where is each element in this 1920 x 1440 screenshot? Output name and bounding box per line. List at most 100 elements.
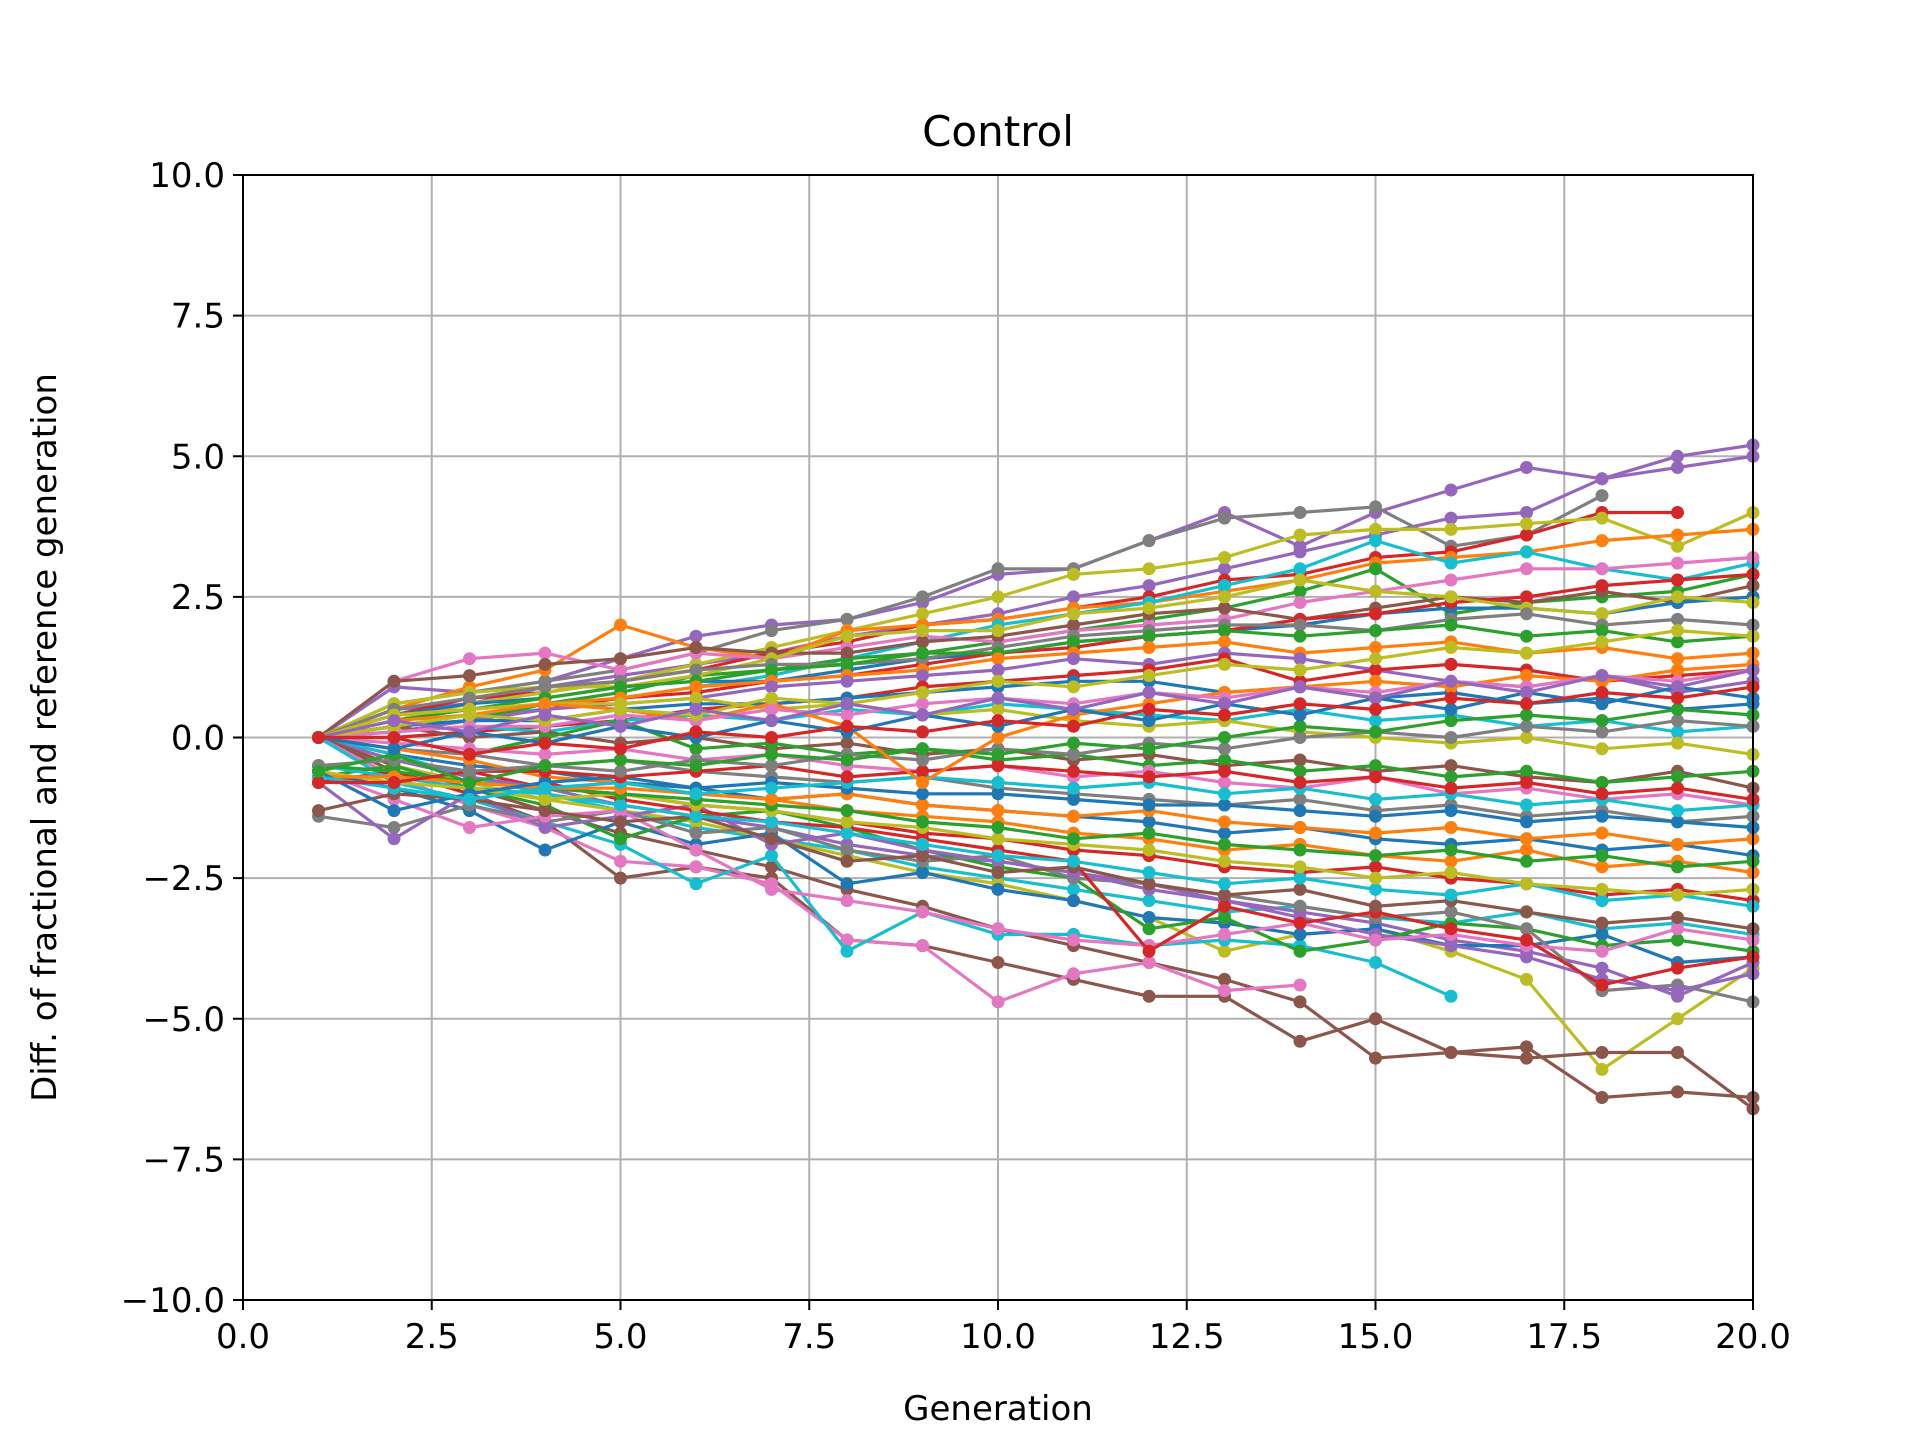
data-point bbox=[689, 680, 703, 694]
y-tick-label: −5.0 bbox=[142, 1000, 225, 1040]
data-point bbox=[991, 804, 1005, 818]
data-point bbox=[765, 714, 778, 728]
data-point bbox=[765, 849, 778, 863]
data-point bbox=[1444, 618, 1458, 632]
series-line bbox=[318, 719, 1754, 785]
data-point bbox=[1067, 882, 1080, 896]
data-point bbox=[1444, 905, 1458, 919]
data-point bbox=[1293, 708, 1307, 722]
data-point bbox=[1444, 590, 1458, 604]
data-point bbox=[1293, 978, 1307, 992]
data-point bbox=[991, 663, 1005, 677]
data-point bbox=[538, 657, 552, 671]
data-point bbox=[1520, 697, 1533, 711]
data-point bbox=[1067, 618, 1080, 632]
data-point bbox=[614, 832, 627, 846]
y-tick-label: 5.0 bbox=[171, 437, 225, 477]
series-line bbox=[317, 584, 1754, 739]
series-line bbox=[318, 769, 1754, 897]
data-point bbox=[1218, 697, 1231, 711]
data-point bbox=[1142, 956, 1156, 969]
data-point bbox=[1595, 916, 1609, 930]
series-line bbox=[317, 769, 1754, 830]
data-point bbox=[1218, 731, 1231, 744]
data-point bbox=[1369, 522, 1382, 536]
data-point bbox=[1293, 995, 1307, 1009]
data-point bbox=[614, 702, 627, 716]
data-point bbox=[916, 697, 929, 711]
data-point bbox=[765, 815, 778, 829]
data-point bbox=[1595, 489, 1609, 503]
data-point bbox=[538, 646, 552, 660]
data-point bbox=[387, 832, 401, 846]
data-point bbox=[1520, 972, 1533, 986]
data-point bbox=[1369, 691, 1382, 705]
data-point bbox=[1671, 984, 1684, 998]
data-point bbox=[312, 764, 325, 778]
data-point bbox=[1293, 916, 1307, 930]
data-point bbox=[1067, 764, 1080, 778]
series-42 bbox=[312, 787, 1760, 936]
data-point bbox=[614, 798, 627, 812]
data-point bbox=[765, 882, 778, 896]
data-point bbox=[1369, 674, 1382, 688]
y-tick-label: −2.5 bbox=[142, 859, 225, 899]
data-point bbox=[991, 759, 1005, 773]
data-point bbox=[1595, 635, 1609, 649]
data-point bbox=[1444, 888, 1458, 902]
data-point bbox=[689, 663, 703, 677]
data-point bbox=[1067, 680, 1080, 694]
data-point bbox=[1671, 1046, 1684, 1059]
data-point bbox=[991, 562, 1005, 576]
data-point bbox=[1067, 747, 1080, 761]
data-point bbox=[1369, 714, 1382, 728]
data-point bbox=[765, 680, 778, 694]
data-point bbox=[614, 854, 627, 868]
data-point bbox=[1520, 798, 1533, 812]
data-point bbox=[840, 657, 854, 671]
y-axis-ticks: −10.0 −7.5 −5.0 −2.5 0.0 2.5 5.0 7.5 10.0 bbox=[121, 156, 243, 1321]
data-point bbox=[1142, 866, 1156, 879]
data-point bbox=[1671, 680, 1684, 694]
series-line bbox=[317, 781, 1754, 993]
data-point bbox=[1218, 944, 1231, 958]
data-point bbox=[689, 691, 703, 705]
data-point bbox=[1067, 933, 1080, 947]
x-tick-label: 20.0 bbox=[1715, 1317, 1791, 1357]
data-point bbox=[1671, 815, 1684, 829]
data-point bbox=[1671, 804, 1684, 818]
data-point bbox=[765, 747, 778, 761]
data-point bbox=[1595, 725, 1609, 739]
data-point bbox=[991, 866, 1005, 879]
data-point bbox=[1671, 1012, 1684, 1026]
data-point bbox=[1293, 629, 1307, 643]
data-point bbox=[916, 607, 929, 621]
data-point bbox=[840, 894, 854, 908]
data-point bbox=[916, 635, 929, 649]
data-point bbox=[916, 776, 929, 789]
data-point bbox=[1293, 776, 1307, 789]
data-point bbox=[1444, 714, 1458, 728]
data-point bbox=[1067, 719, 1080, 733]
y-axis-label: Diff. of fractional and reference genera… bbox=[25, 373, 65, 1102]
data-point bbox=[1595, 607, 1609, 621]
data-point bbox=[1218, 815, 1231, 829]
data-point bbox=[1520, 686, 1533, 699]
data-point bbox=[1142, 562, 1156, 576]
data-point bbox=[1444, 781, 1458, 795]
data-point bbox=[689, 725, 703, 739]
data-point bbox=[1595, 714, 1609, 728]
data-point bbox=[1595, 686, 1609, 699]
data-point bbox=[1142, 894, 1156, 908]
data-point bbox=[538, 736, 552, 750]
data-point bbox=[1067, 702, 1080, 716]
series-line bbox=[318, 764, 1754, 908]
series-line bbox=[318, 735, 1754, 807]
data-point bbox=[1142, 770, 1156, 784]
data-point bbox=[1293, 927, 1307, 941]
data-point bbox=[1369, 770, 1382, 784]
chart-title: Control bbox=[922, 107, 1074, 156]
data-point bbox=[689, 787, 703, 801]
data-point bbox=[765, 832, 778, 846]
